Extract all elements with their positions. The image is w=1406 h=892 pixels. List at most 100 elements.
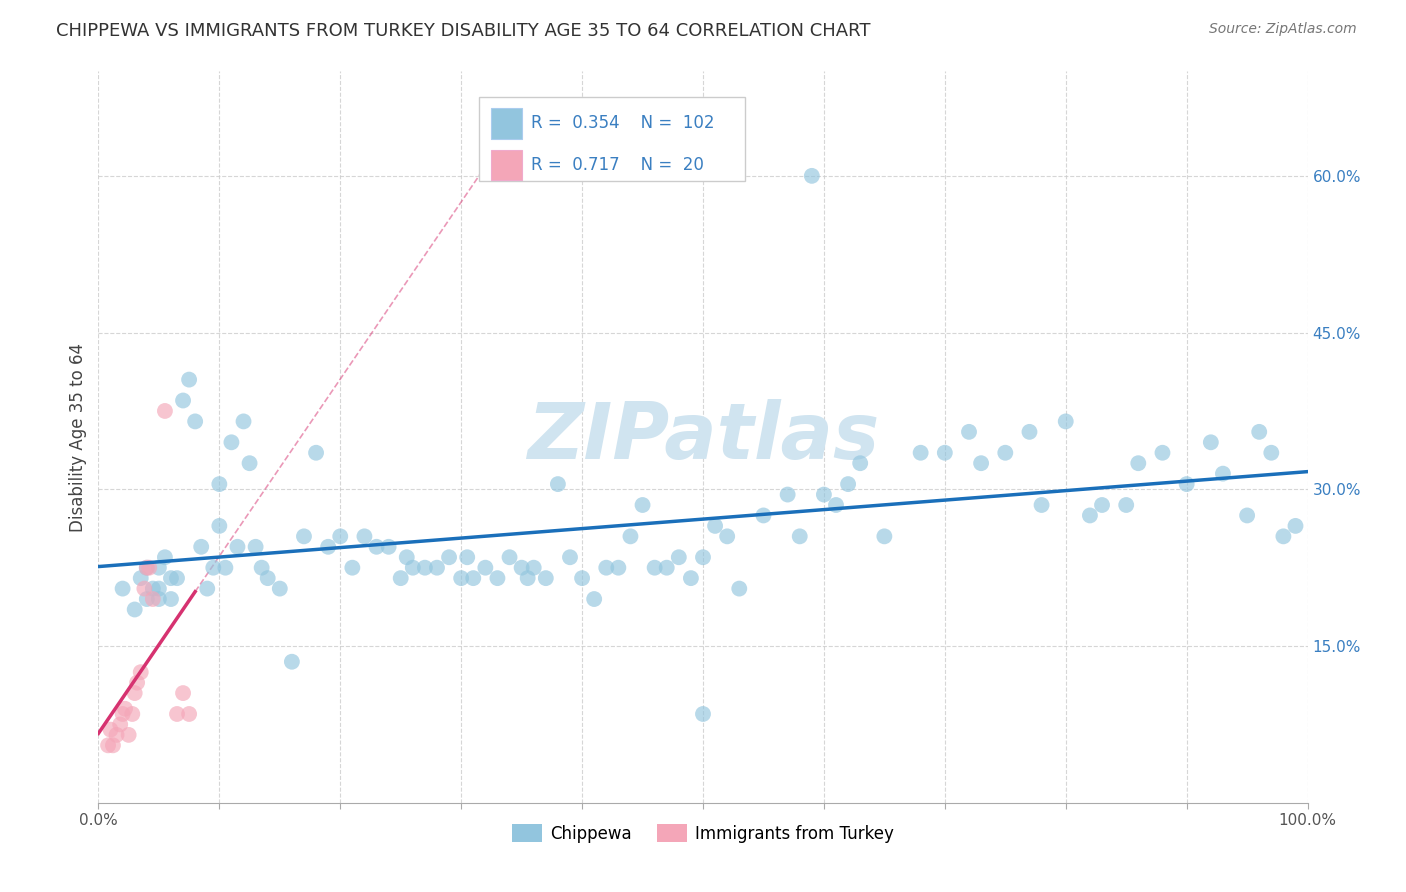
Point [135,560,157,574]
Point [129,571,152,585]
Point [970,456,993,470]
Point [655,560,678,574]
Point [437,550,460,565]
Point [1249,425,1271,439]
Point [100,723,122,737]
Point [342,560,364,574]
Point [148,592,170,607]
Legend: Chippewa, Immigrants from Turkey: Chippewa, Immigrants from Turkey [505,818,901,849]
Point [413,560,436,574]
Point [97,739,120,753]
Point [704,519,727,533]
Point [450,571,472,585]
Text: Source: ZipAtlas.com: Source: ZipAtlas.com [1209,22,1357,37]
FancyBboxPatch shape [479,97,745,181]
Point [135,560,157,574]
Point [269,582,291,596]
Point [111,706,134,721]
Point [1018,425,1040,439]
Point [426,560,449,574]
Point [232,414,254,428]
Point [148,560,170,574]
Point [118,728,141,742]
Point [1091,498,1114,512]
FancyBboxPatch shape [492,108,522,138]
Point [245,540,267,554]
Point [160,571,183,585]
Point [111,582,134,596]
Point [377,540,399,554]
Point [1128,456,1150,470]
Point [692,706,714,721]
Text: R =  0.354    N =  102: R = 0.354 N = 102 [531,114,714,132]
Point [644,560,666,574]
Point [195,582,218,596]
Point [1031,498,1053,512]
Point [534,571,557,585]
Point [1078,508,1101,523]
Point [873,529,896,543]
Point [105,728,128,742]
Text: CHIPPEWA VS IMMIGRANTS FROM TURKEY DISABILITY AGE 35 TO 64 CORRELATION CHART: CHIPPEWA VS IMMIGRANTS FROM TURKEY DISAB… [56,22,870,40]
Point [389,571,412,585]
Point [1212,467,1234,481]
Point [166,706,188,721]
Point [129,665,152,680]
Point [583,592,606,607]
Point [692,550,714,565]
Point [1152,446,1174,460]
Point [813,487,835,501]
Point [728,582,751,596]
Point [124,686,146,700]
Point [366,540,388,554]
Point [124,602,146,616]
Point [516,571,538,585]
Point [510,560,533,574]
Point [179,706,201,721]
Point [239,456,262,470]
Point [498,550,520,565]
Point [619,529,641,543]
Point [837,477,859,491]
Point [148,582,170,596]
Point [957,425,980,439]
Point [631,498,654,512]
Point [208,477,231,491]
Point [752,508,775,523]
Point [523,560,546,574]
Y-axis label: Disability Age 35 to 64: Disability Age 35 to 64 [69,343,87,532]
Point [142,592,165,607]
Point [395,550,418,565]
Point [101,739,124,753]
Point [558,550,581,565]
Point [679,571,702,585]
Point [134,582,156,596]
Point [1284,519,1306,533]
Point [305,446,328,460]
Point [1272,529,1295,543]
Point [138,560,160,574]
Point [402,560,425,574]
Point [1115,498,1137,512]
Point [184,414,207,428]
Point [463,571,485,585]
Point [486,571,509,585]
Point [571,571,593,585]
Point [1054,414,1077,428]
Point [153,404,176,418]
Point [121,706,143,721]
Point [250,560,273,574]
Point [825,498,848,512]
Point [108,717,131,731]
Point [142,582,165,596]
Point [595,560,617,574]
Point [849,456,872,470]
Point [994,446,1017,460]
Point [172,686,194,700]
Point [800,169,823,183]
Point [214,560,236,574]
Point [474,560,496,574]
Point [190,540,212,554]
Point [256,571,278,585]
Point [179,373,201,387]
